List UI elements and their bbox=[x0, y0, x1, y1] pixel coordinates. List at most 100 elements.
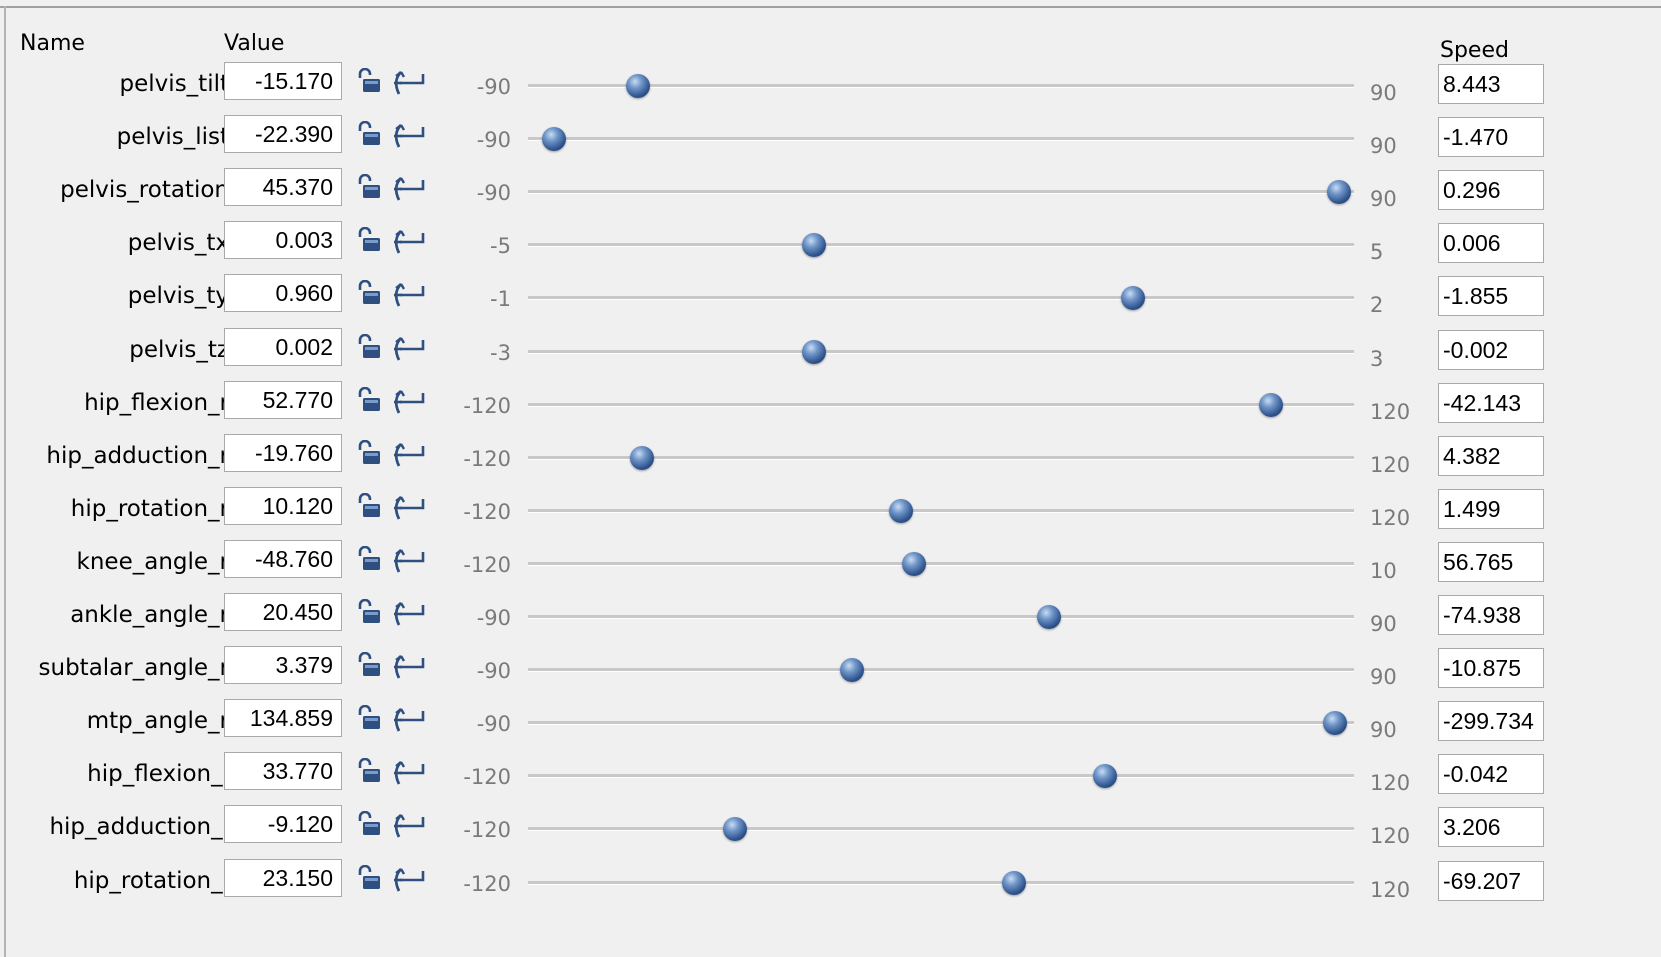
range-min-label: -120 bbox=[463, 765, 511, 790]
coordinate-value-field[interactable]: 10.120 bbox=[224, 486, 342, 525]
lock-icon[interactable] bbox=[356, 598, 384, 627]
coordinate-value-field[interactable]: -22.390 bbox=[224, 115, 342, 154]
lock-icon[interactable] bbox=[356, 492, 384, 521]
coordinate-value-field[interactable]: -15.170 bbox=[224, 62, 342, 100]
coordinate-slider-handle[interactable] bbox=[901, 551, 926, 576]
clamp-icon[interactable] bbox=[392, 223, 430, 259]
coordinate-speed-field[interactable]: -42.143 bbox=[1438, 382, 1544, 423]
clamp-icon[interactable] bbox=[392, 330, 430, 366]
coordinate-slider-track[interactable] bbox=[528, 349, 1354, 354]
lock-icon[interactable] bbox=[356, 758, 384, 786]
coordinate-value-field[interactable]: 0.003 bbox=[224, 221, 342, 260]
range-max-label: 5 bbox=[1370, 240, 1384, 265]
coordinate-speed-field[interactable]: 1.499 bbox=[1438, 488, 1544, 529]
lock-icon[interactable] bbox=[356, 280, 384, 308]
coordinate-slider-track[interactable] bbox=[528, 721, 1354, 726]
coordinate-slider-handle[interactable] bbox=[1120, 286, 1145, 311]
clamp-icon[interactable] bbox=[392, 64, 430, 100]
coordinate-speed-field[interactable]: 8.443 bbox=[1438, 64, 1544, 104]
lock-icon[interactable] bbox=[356, 120, 384, 149]
lock-icon[interactable] bbox=[356, 173, 384, 202]
coordinate-speed-field[interactable]: -10.875 bbox=[1438, 648, 1544, 689]
clamp-icon[interactable] bbox=[392, 807, 430, 843]
coordinate-speed-field[interactable]: 0.296 bbox=[1438, 170, 1544, 211]
coordinate-slider-track[interactable] bbox=[528, 561, 1354, 566]
coordinate-value-field[interactable]: 0.002 bbox=[224, 327, 342, 366]
coordinate-slider-track[interactable] bbox=[528, 668, 1354, 673]
clamp-icon[interactable] bbox=[392, 542, 430, 578]
coordinate-slider-handle[interactable] bbox=[1258, 392, 1283, 417]
coordinate-speed-field[interactable]: 56.765 bbox=[1438, 541, 1544, 582]
coordinate-slider-handle[interactable] bbox=[801, 233, 826, 258]
coordinate-value-field[interactable]: 134.859 bbox=[224, 699, 342, 738]
clamp-icon[interactable] bbox=[392, 648, 430, 684]
coordinate-value-field[interactable]: 3.379 bbox=[224, 646, 342, 685]
lock-icon[interactable] bbox=[356, 227, 384, 255]
lock-icon[interactable] bbox=[356, 545, 384, 574]
coordinate-slider-handle[interactable] bbox=[629, 445, 654, 470]
coordinate-slider-track[interactable] bbox=[528, 296, 1354, 301]
clamp-icon[interactable] bbox=[392, 436, 430, 472]
coordinate-slider-track[interactable] bbox=[528, 774, 1354, 779]
coordinate-slider-handle[interactable] bbox=[1037, 605, 1062, 629]
coordinate-value-field[interactable]: 0.960 bbox=[224, 274, 342, 313]
coordinate-slider-handle[interactable] bbox=[722, 817, 747, 842]
clamp-icon[interactable] bbox=[392, 170, 430, 206]
coordinate-value-field[interactable]: 52.770 bbox=[224, 380, 342, 419]
coordinate-value-field[interactable]: 45.370 bbox=[224, 168, 342, 207]
coordinate-slider-handle[interactable] bbox=[625, 74, 650, 98]
lock-icon[interactable] bbox=[356, 811, 384, 839]
coordinate-value-field[interactable]: 20.450 bbox=[224, 593, 342, 631]
clamp-icon[interactable] bbox=[392, 489, 430, 525]
clamp-icon[interactable] bbox=[392, 595, 430, 631]
coordinate-value-field[interactable]: 23.150 bbox=[224, 858, 342, 897]
coordinate-slider-track[interactable] bbox=[528, 84, 1354, 88]
coordinate-row-pelvis_ty: pelvis_ty 0.960 -1 2 -1.855 bbox=[0, 272, 1661, 325]
coordinate-speed-field[interactable]: -0.002 bbox=[1438, 329, 1544, 370]
lock-icon[interactable] bbox=[356, 651, 384, 680]
coordinate-slider-track[interactable] bbox=[528, 455, 1354, 460]
clamp-icon[interactable] bbox=[392, 701, 430, 737]
coordinate-speed-field[interactable]: -299.734 bbox=[1438, 701, 1544, 742]
lock-icon[interactable] bbox=[356, 67, 384, 96]
clamp-icon[interactable] bbox=[392, 754, 430, 790]
coordinate-speed-field[interactable]: -74.938 bbox=[1438, 595, 1544, 635]
coordinate-slider-track[interactable] bbox=[528, 190, 1354, 195]
lock-icon[interactable] bbox=[356, 864, 384, 893]
coordinate-slider-handle[interactable] bbox=[839, 658, 864, 683]
coordinate-slider-handle[interactable] bbox=[1093, 764, 1118, 789]
clamp-icon[interactable] bbox=[392, 276, 430, 312]
coordinate-slider-track[interactable] bbox=[528, 615, 1354, 619]
lock-icon[interactable] bbox=[356, 333, 384, 362]
coordinate-slider-handle[interactable] bbox=[888, 498, 913, 523]
coordinate-slider-track[interactable] bbox=[528, 880, 1354, 885]
coordinate-row-hip_adduction_l: hip_adduction_l -9.120 -120 120 3.206 bbox=[0, 803, 1661, 856]
clamp-icon[interactable] bbox=[392, 861, 430, 897]
coordinate-speed-field[interactable]: -0.042 bbox=[1438, 754, 1544, 795]
coordinate-speed-field[interactable]: -1.855 bbox=[1438, 276, 1544, 317]
coordinate-speed-field[interactable]: 3.206 bbox=[1438, 807, 1544, 848]
coordinate-slider-track[interactable] bbox=[528, 508, 1354, 513]
coordinate-value-field[interactable]: 33.770 bbox=[224, 752, 342, 791]
coordinate-slider-track[interactable] bbox=[528, 243, 1354, 248]
coordinate-speed-field[interactable]: -69.207 bbox=[1438, 860, 1544, 901]
coordinate-slider-track[interactable] bbox=[528, 137, 1354, 142]
coordinate-slider-handle[interactable] bbox=[1327, 180, 1352, 205]
coordinate-slider-handle[interactable] bbox=[801, 339, 826, 364]
coordinate-slider-track[interactable] bbox=[528, 827, 1354, 832]
lock-icon[interactable] bbox=[356, 704, 384, 733]
clamp-icon[interactable] bbox=[392, 383, 430, 419]
coordinate-slider-handle[interactable] bbox=[541, 127, 566, 152]
coordinate-slider-handle[interactable] bbox=[1001, 870, 1026, 895]
coordinate-value-field[interactable]: -9.120 bbox=[224, 805, 342, 844]
coordinate-slider-handle[interactable] bbox=[1323, 711, 1347, 736]
coordinate-speed-field[interactable]: -1.470 bbox=[1438, 117, 1544, 158]
lock-icon[interactable] bbox=[356, 386, 384, 415]
lock-icon[interactable] bbox=[356, 439, 384, 468]
coordinate-value-field[interactable]: -48.760 bbox=[224, 539, 342, 578]
clamp-icon[interactable] bbox=[392, 117, 430, 153]
coordinate-speed-field[interactable]: 0.006 bbox=[1438, 223, 1544, 264]
coordinate-speed-field[interactable]: 4.382 bbox=[1438, 435, 1544, 476]
coordinate-value-field[interactable]: -19.760 bbox=[224, 433, 342, 472]
coordinate-slider-track[interactable] bbox=[528, 402, 1354, 407]
